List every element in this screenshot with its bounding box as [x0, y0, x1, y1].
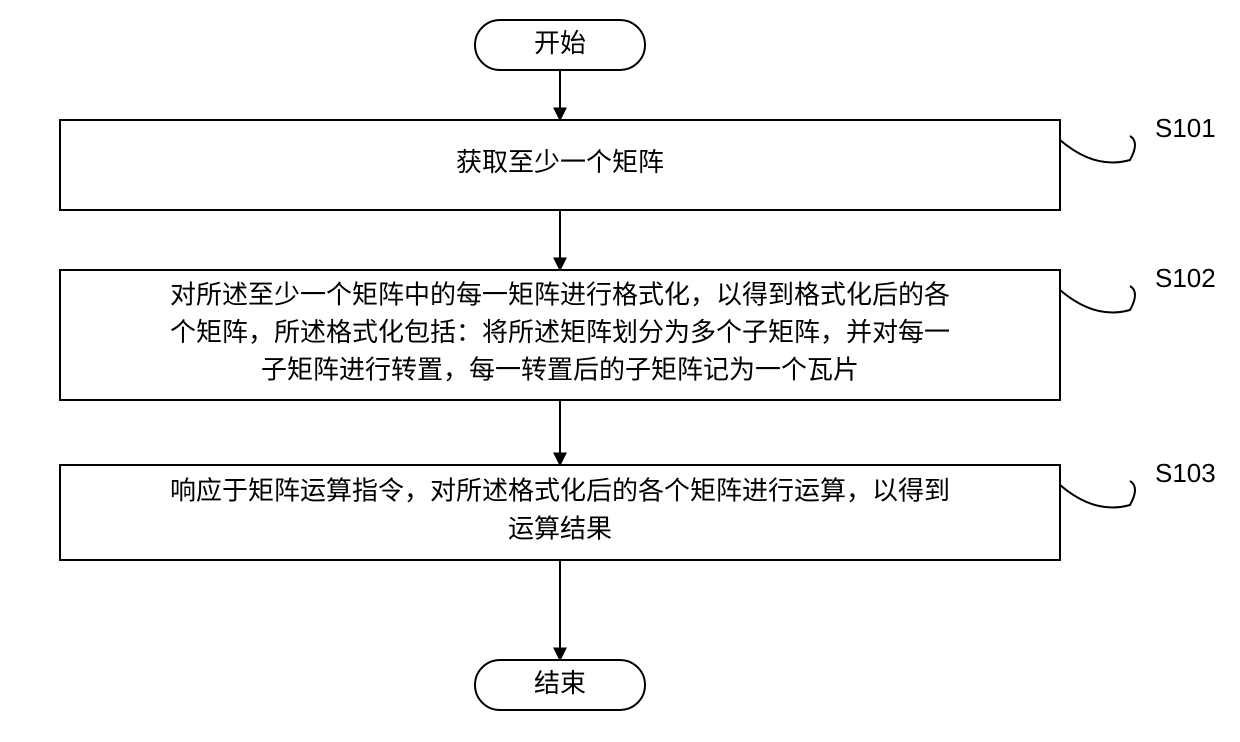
- step-S102: 对所述至少一个矩阵中的每一矩阵进行格式化，以得到格式化后的各个矩阵，所述格式化包…: [60, 263, 1216, 400]
- step-S102-line-2: 子矩阵进行转置，每一转置后的子矩阵记为一个瓦片: [261, 356, 859, 385]
- step-S103-connector: [1060, 481, 1135, 508]
- step-S103-line-1: 运算结果: [508, 514, 612, 543]
- step-S102-connector: [1060, 286, 1135, 313]
- end-terminator-label: 结束: [534, 669, 586, 698]
- step-S103-line-0: 响应于矩阵运算指令，对所述格式化后的各个矩阵进行运算，以得到: [170, 477, 950, 506]
- start-terminator: 开始: [475, 20, 645, 70]
- step-S102-line-1: 个矩阵，所述格式化包括：将所述矩阵划分为多个子矩阵，并对每一: [170, 318, 950, 347]
- step-S101-label: S101: [1155, 113, 1216, 143]
- step-S101-connector: [1060, 136, 1135, 163]
- end-terminator: 结束: [475, 660, 645, 710]
- step-S101-line-0: 获取至少一个矩阵: [456, 148, 664, 177]
- step-S102-line-0: 对所述至少一个矩阵中的每一矩阵进行格式化，以得到格式化后的各: [170, 280, 950, 309]
- step-S101: 获取至少一个矩阵 S101: [60, 113, 1216, 210]
- start-terminator-label: 开始: [534, 29, 586, 58]
- step-S103-label: S103: [1155, 458, 1216, 488]
- step-S103: 响应于矩阵运算指令，对所述格式化后的各个矩阵进行运算，以得到运算结果 S103: [60, 458, 1216, 560]
- step-S102-label: S102: [1155, 263, 1216, 293]
